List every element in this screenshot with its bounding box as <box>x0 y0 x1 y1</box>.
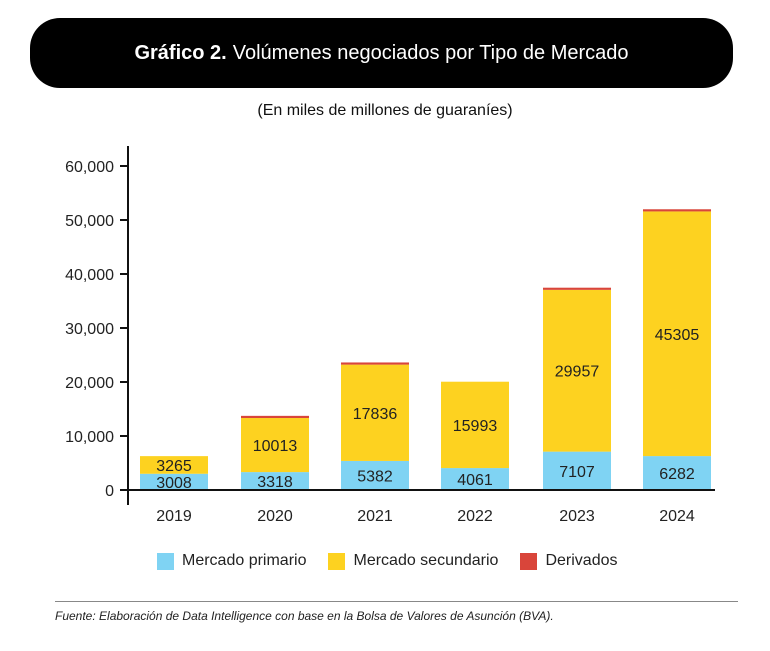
bar-mercado-secundario <box>241 418 309 473</box>
legend-label: Mercado primario <box>182 552 307 569</box>
data-label: 10013 <box>253 438 298 455</box>
chart-title: Gráfico 2. Volúmenes negociados por Tipo … <box>30 18 733 88</box>
bar-derivados <box>543 287 611 290</box>
legend-label: Derivados <box>545 552 618 569</box>
bar-mercado-secundario <box>140 456 208 474</box>
y-tick-label: 30,000 <box>65 321 114 338</box>
data-label: 6282 <box>659 466 695 483</box>
x-tick-label: 2021 <box>357 508 393 525</box>
source-note: Fuente: Elaboración de Data Intelligence… <box>55 609 554 623</box>
x-tick-label: 2020 <box>257 508 293 525</box>
bar-mercado-primario <box>643 456 711 490</box>
legend-item: Mercado secundario <box>328 552 498 570</box>
bar-mercado-primario <box>441 468 509 490</box>
bar-mercado-primario <box>241 472 309 490</box>
data-label: 5382 <box>357 468 393 485</box>
bar-mercado-secundario <box>643 211 711 457</box>
legend-swatch <box>328 552 346 570</box>
y-tick-label: 40,000 <box>65 267 114 284</box>
chart-subtitle: (En miles de millones de guaraníes) <box>257 102 513 119</box>
legend-label: Mercado secundario <box>353 552 499 569</box>
bar-mercado-secundario <box>543 289 611 452</box>
bar-derivados <box>643 209 711 212</box>
title-text: Volúmenes negociados por Tipo de Mercado <box>232 41 629 64</box>
data-label: 45305 <box>655 327 700 344</box>
legend-item: Mercado primario <box>157 552 306 570</box>
x-tick-label: 2023 <box>559 508 595 525</box>
x-tick-label: 2022 <box>457 508 493 525</box>
legend-swatch <box>520 552 538 570</box>
y-tick-label: 20,000 <box>65 375 114 392</box>
title-bold: Gráfico 2. <box>134 41 227 64</box>
y-tick-label: 60,000 <box>65 159 114 176</box>
legend-swatch <box>157 552 174 570</box>
stacked-bar-chart: 0 10,000 20,000 30,000 40,000 50,000 60,000 300… <box>65 146 715 525</box>
bar-derivados <box>241 415 309 419</box>
data-label: 3008 <box>156 475 192 492</box>
data-label: 3318 <box>257 474 293 491</box>
bar-mercado-primario <box>543 451 611 490</box>
bar-derivados <box>341 362 409 365</box>
data-label: 29957 <box>555 364 600 381</box>
legend-item: Derivados <box>520 552 617 570</box>
y-tick-label: 10,000 <box>65 429 114 446</box>
data-label: 17836 <box>353 406 398 423</box>
data-label: 4061 <box>457 472 493 489</box>
x-tick-label: 2019 <box>156 508 192 525</box>
bar-mercado-primario <box>140 473 208 490</box>
y-tick-label: 50,000 <box>65 213 114 230</box>
data-label: 7107 <box>559 464 595 481</box>
legend: Mercado primario Mercado secundario Deriva… <box>157 552 617 570</box>
divider <box>55 601 738 602</box>
bar-mercado-secundario <box>441 381 509 469</box>
data-label: 3265 <box>156 458 192 475</box>
y-tick-label: 0 <box>105 483 114 500</box>
data-label: 15993 <box>453 418 498 435</box>
bar-mercado-secundario <box>341 364 409 461</box>
bar-mercado-primario <box>341 460 409 490</box>
x-tick-label: 2024 <box>659 508 695 525</box>
